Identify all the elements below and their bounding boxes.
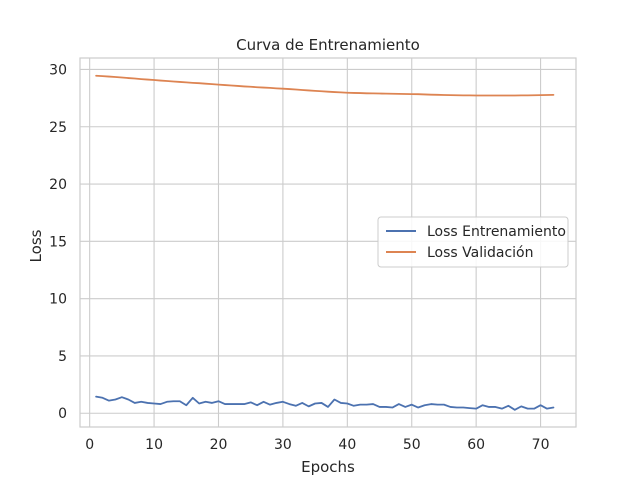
x-tick-label: 40 bbox=[338, 437, 356, 453]
legend: Loss Entrenamiento Loss Validación bbox=[377, 216, 569, 268]
y-tick-label: 5 bbox=[58, 349, 67, 365]
series-line-validacion bbox=[95, 74, 555, 97]
legend-label-entrenamiento: Loss Entrenamiento bbox=[427, 224, 566, 240]
legend-box bbox=[377, 216, 569, 268]
y-tick-label: 0 bbox=[58, 406, 67, 422]
series-layer bbox=[95, 74, 555, 411]
series-line-entrenamiento bbox=[95, 395, 555, 411]
x-tick-label: 30 bbox=[274, 437, 292, 453]
x-tick-label: 20 bbox=[210, 437, 228, 453]
y-axis-label: Loss bbox=[27, 229, 45, 262]
x-tick-label: 70 bbox=[532, 437, 550, 453]
x-tick-label: 10 bbox=[145, 437, 163, 453]
y-tick-label: 15 bbox=[49, 234, 67, 250]
y-tick-label: 10 bbox=[49, 292, 67, 308]
x-tick-label: 50 bbox=[403, 437, 421, 453]
y-tick-label: 30 bbox=[49, 62, 67, 78]
plot-frame bbox=[79, 57, 577, 428]
x-tick-label: 0 bbox=[85, 437, 94, 453]
legend-label-validacion: Loss Validación bbox=[427, 245, 534, 261]
x-axis-label: Epochs bbox=[301, 458, 355, 476]
y-tick-labels: 0 5 10 15 20 25 30 bbox=[49, 62, 67, 422]
y-tick-label: 25 bbox=[49, 120, 67, 136]
x-tick-label: 60 bbox=[467, 437, 485, 453]
x-tick-labels: 0 10 20 30 40 50 60 70 bbox=[85, 437, 549, 453]
chart-title: Curva de Entrenamiento bbox=[236, 36, 420, 54]
y-tick-label: 20 bbox=[49, 177, 67, 193]
